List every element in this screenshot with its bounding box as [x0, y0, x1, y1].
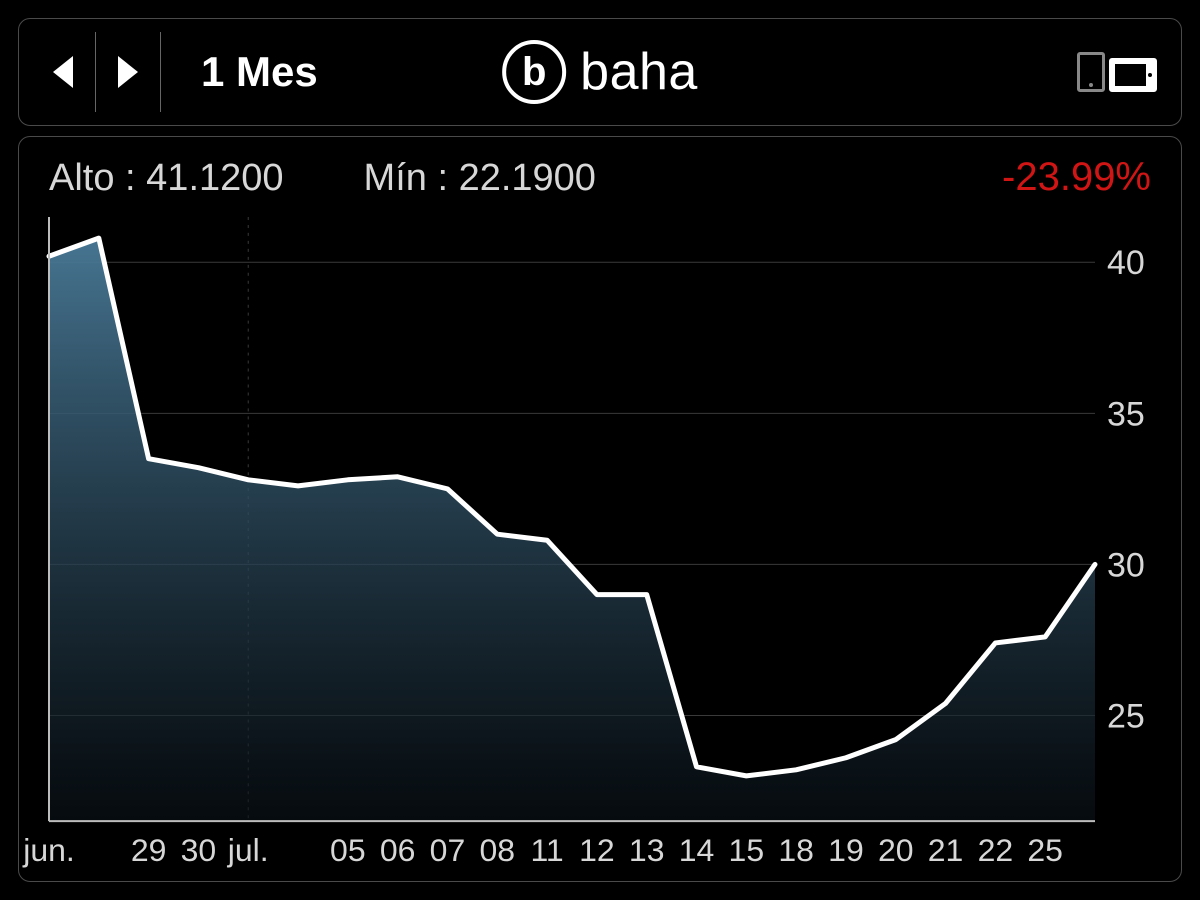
period-label[interactable]: 1 Mes: [201, 48, 318, 96]
svg-text:06: 06: [380, 832, 416, 868]
svg-text:05: 05: [330, 832, 366, 868]
svg-text:21: 21: [928, 832, 964, 868]
svg-text:29: 29: [131, 832, 167, 868]
toolbar: 1 Mes b baha: [18, 18, 1182, 126]
stat-high-label: Alto :: [49, 157, 136, 199]
svg-text:jul.: jul.: [227, 832, 269, 868]
stat-change: -23.99%: [1002, 155, 1151, 200]
app-frame: 1 Mes b baha Alto : 41.1200 Mín : 22.190…: [18, 18, 1182, 882]
stat-low-label: Mín :: [364, 157, 448, 199]
svg-text:jun.: jun.: [22, 832, 75, 868]
svg-text:25: 25: [1107, 697, 1145, 735]
svg-text:25: 25: [1027, 832, 1063, 868]
stat-high: Alto : 41.1200: [49, 157, 284, 200]
brand-logo-icon: b: [502, 40, 566, 104]
chevron-left-icon: [53, 56, 73, 88]
brand-name: baha: [580, 42, 698, 102]
prev-button[interactable]: [43, 19, 83, 125]
chevron-right-icon: [118, 56, 138, 88]
stat-high-value: 41.1200: [146, 157, 283, 199]
brand: b baha: [502, 40, 698, 104]
chart-panel: Alto : 41.1200 Mín : 22.1900 -23.99% 25 3…: [18, 136, 1182, 882]
svg-text:35: 35: [1107, 395, 1145, 433]
device-landscape-icon: [1109, 58, 1157, 92]
stat-low: Mín : 22.1900: [364, 157, 596, 200]
svg-text:30: 30: [1107, 546, 1145, 584]
nav-separator: [95, 32, 96, 113]
price-chart[interactable]: 25 30 35 40 jun. 29 30 jul. 05 06 07 08 11 12 13 14 15 18…: [19, 207, 1181, 881]
svg-text:13: 13: [629, 832, 665, 868]
nav-separator: [160, 32, 161, 113]
stats-bar: Alto : 41.1200 Mín : 22.1900 -23.99%: [49, 155, 1151, 200]
nav-group: [19, 19, 173, 125]
svg-text:18: 18: [778, 832, 814, 868]
stat-low-value: 22.1900: [459, 157, 596, 199]
svg-text:22: 22: [978, 832, 1014, 868]
next-button[interactable]: [108, 19, 148, 125]
svg-text:07: 07: [430, 832, 466, 868]
svg-text:15: 15: [729, 832, 765, 868]
svg-text:40: 40: [1107, 244, 1145, 282]
svg-text:12: 12: [579, 832, 615, 868]
device-portrait-icon: [1077, 52, 1105, 92]
svg-text:08: 08: [479, 832, 515, 868]
svg-text:20: 20: [878, 832, 914, 868]
brand-logo-letter: b: [522, 52, 546, 92]
svg-text:14: 14: [679, 832, 715, 868]
svg-text:30: 30: [181, 832, 217, 868]
svg-text:19: 19: [828, 832, 864, 868]
svg-text:11: 11: [530, 832, 563, 868]
orientation-toggle[interactable]: [1077, 52, 1157, 92]
